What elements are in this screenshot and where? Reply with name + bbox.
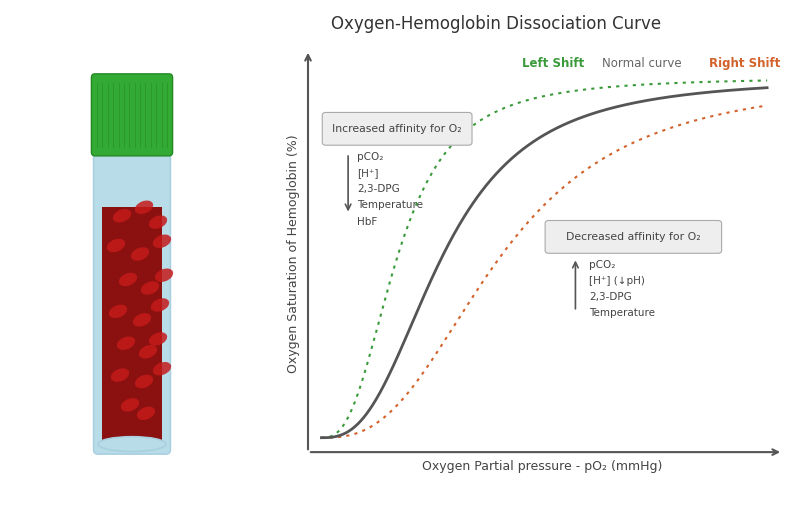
Ellipse shape	[119, 273, 137, 286]
FancyBboxPatch shape	[91, 74, 173, 156]
Text: 2,3-DPG: 2,3-DPG	[357, 184, 400, 194]
Text: pCO₂: pCO₂	[357, 152, 383, 162]
Text: Oxygen-Hemoglobin Dissociation Curve: Oxygen-Hemoglobin Dissociation Curve	[331, 15, 661, 33]
Ellipse shape	[113, 209, 131, 223]
Ellipse shape	[149, 215, 167, 229]
Ellipse shape	[137, 406, 155, 420]
Text: Right Shift: Right Shift	[709, 57, 781, 70]
Ellipse shape	[131, 247, 149, 261]
Text: Decreased affinity for O₂: Decreased affinity for O₂	[566, 232, 701, 242]
Y-axis label: Oxygen Saturation of Hemoglobin (%): Oxygen Saturation of Hemoglobin (%)	[286, 135, 300, 373]
Ellipse shape	[135, 201, 153, 214]
Ellipse shape	[153, 362, 171, 375]
FancyBboxPatch shape	[322, 112, 472, 145]
Ellipse shape	[139, 345, 157, 359]
Text: Normal curve: Normal curve	[602, 57, 682, 70]
Text: Temperature: Temperature	[357, 200, 423, 210]
Ellipse shape	[149, 332, 167, 346]
Text: Temperature: Temperature	[589, 308, 654, 319]
Ellipse shape	[121, 398, 139, 411]
Ellipse shape	[133, 313, 151, 327]
Ellipse shape	[135, 375, 153, 388]
FancyBboxPatch shape	[545, 220, 722, 253]
Ellipse shape	[109, 305, 127, 318]
Polygon shape	[102, 207, 162, 443]
Text: Left Shift: Left Shift	[522, 57, 584, 70]
X-axis label: Oxygen Partial pressure - pO₂ (mmHg): Oxygen Partial pressure - pO₂ (mmHg)	[422, 460, 662, 473]
FancyBboxPatch shape	[94, 147, 170, 454]
Ellipse shape	[141, 281, 159, 295]
Text: [H⁺] (↓pH): [H⁺] (↓pH)	[589, 276, 645, 286]
Ellipse shape	[111, 368, 129, 382]
Ellipse shape	[117, 336, 135, 350]
Text: pCO₂: pCO₂	[589, 260, 615, 270]
Ellipse shape	[153, 235, 171, 248]
Ellipse shape	[107, 239, 125, 252]
Text: HbF: HbF	[357, 216, 378, 227]
Ellipse shape	[151, 298, 169, 312]
Ellipse shape	[98, 437, 166, 452]
Ellipse shape	[155, 269, 173, 282]
Text: [H⁺]: [H⁺]	[357, 168, 378, 178]
Text: 2,3-DPG: 2,3-DPG	[589, 292, 631, 302]
Text: Increased affinity for O₂: Increased affinity for O₂	[332, 123, 462, 134]
